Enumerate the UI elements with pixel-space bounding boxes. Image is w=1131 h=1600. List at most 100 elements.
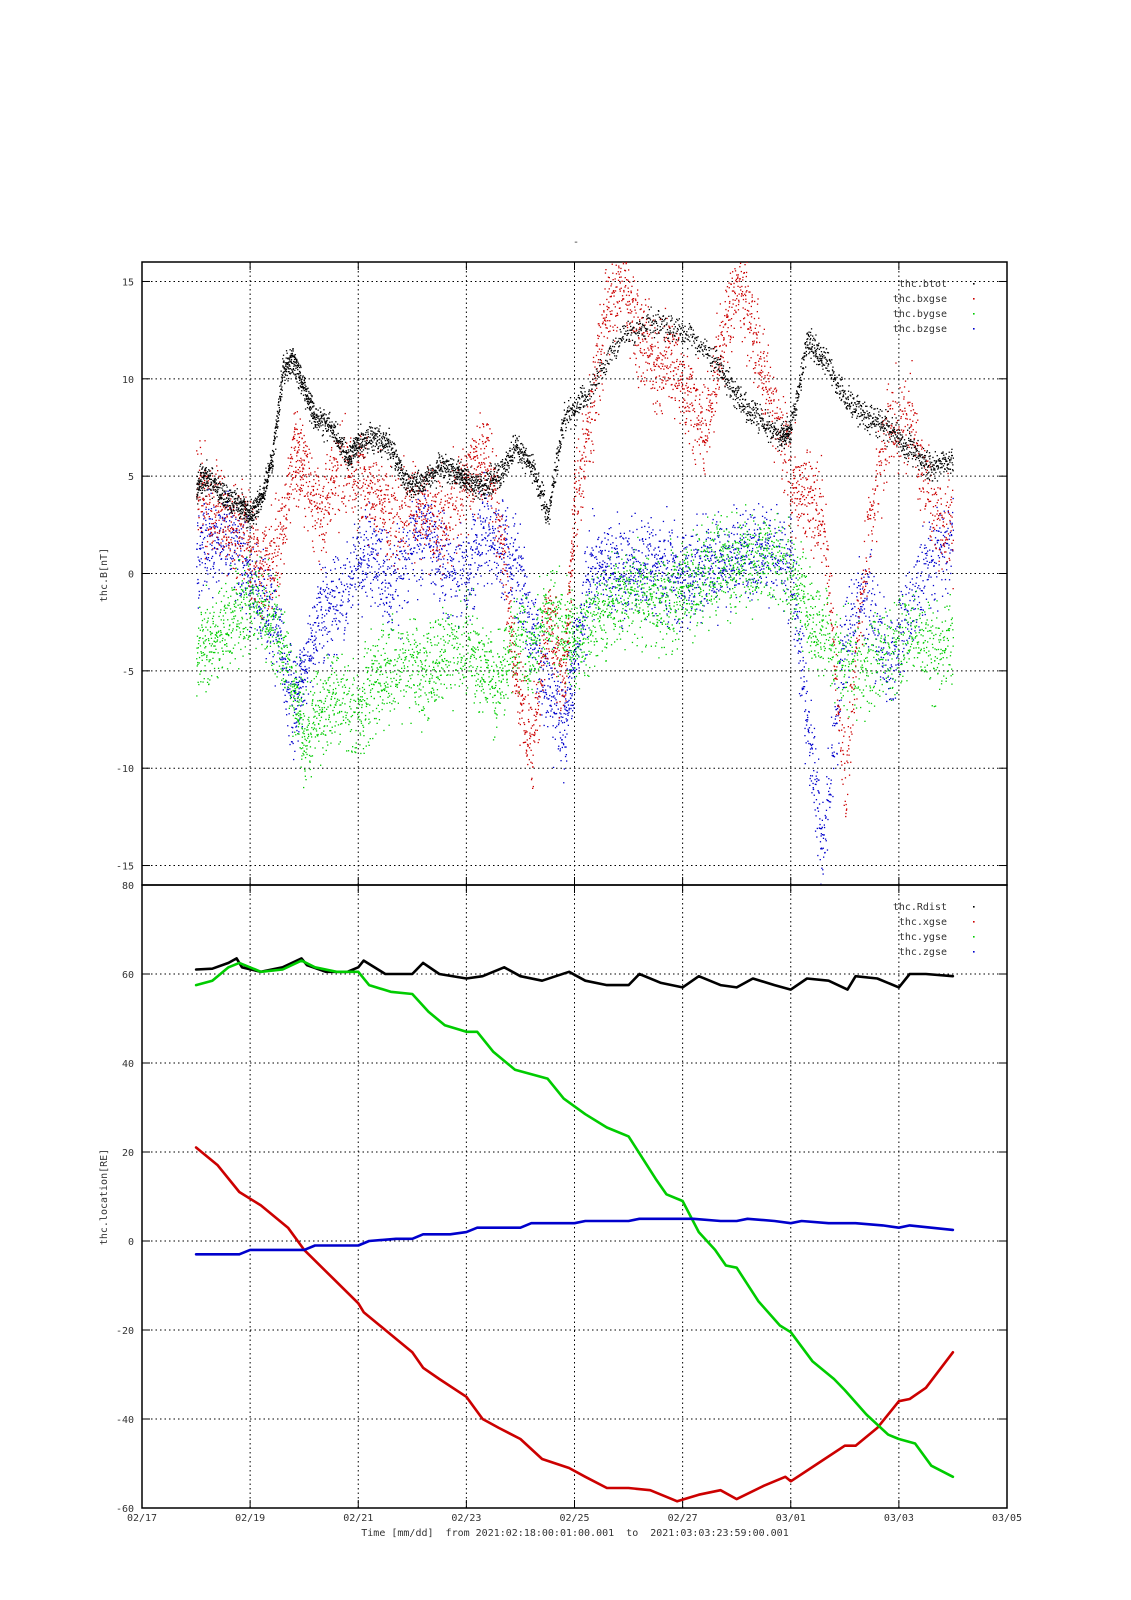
data-point bbox=[926, 560, 928, 562]
data-point bbox=[482, 517, 485, 520]
data-point bbox=[833, 722, 835, 724]
data-point bbox=[598, 567, 601, 570]
data-point bbox=[494, 528, 496, 530]
data-point bbox=[363, 555, 366, 557]
data-point bbox=[269, 569, 271, 571]
data-point bbox=[323, 645, 325, 647]
data-point bbox=[513, 558, 516, 560]
data-point bbox=[319, 699, 321, 702]
data-point bbox=[557, 671, 559, 673]
data-point bbox=[857, 616, 859, 618]
data-point bbox=[634, 594, 636, 596]
data-point bbox=[658, 602, 661, 604]
data-point bbox=[572, 704, 574, 706]
data-point bbox=[302, 704, 304, 706]
data-point bbox=[625, 580, 627, 583]
data-point bbox=[728, 534, 730, 536]
data-point bbox=[732, 526, 734, 528]
data-point bbox=[442, 592, 444, 594]
data-point bbox=[426, 536, 428, 538]
data-point bbox=[382, 565, 384, 567]
data-point bbox=[480, 575, 482, 577]
data-point bbox=[305, 739, 308, 742]
data-point bbox=[351, 750, 353, 752]
data-point bbox=[769, 536, 772, 538]
data-point bbox=[604, 561, 606, 564]
data-point bbox=[497, 564, 499, 566]
data-point bbox=[203, 618, 206, 620]
data-point bbox=[657, 554, 659, 556]
data-point bbox=[892, 698, 894, 700]
data-point bbox=[198, 662, 200, 664]
data-point bbox=[893, 669, 895, 672]
data-point bbox=[364, 692, 366, 694]
data-point bbox=[257, 610, 259, 612]
data-point bbox=[417, 503, 419, 505]
data-point bbox=[333, 653, 335, 656]
data-point bbox=[207, 617, 209, 619]
data-point bbox=[545, 692, 547, 694]
data-point bbox=[508, 551, 510, 553]
data-point bbox=[770, 556, 772, 558]
data-point bbox=[381, 593, 384, 595]
data-point bbox=[573, 707, 575, 709]
data-point bbox=[728, 568, 731, 570]
data-point bbox=[873, 632, 875, 634]
data-point bbox=[290, 644, 292, 646]
data-point bbox=[752, 547, 754, 550]
data-point bbox=[464, 600, 466, 602]
data-point bbox=[401, 553, 403, 555]
data-point bbox=[508, 591, 510, 594]
data-point bbox=[686, 614, 688, 617]
data-point bbox=[217, 677, 219, 679]
data-point bbox=[879, 615, 881, 617]
data-point bbox=[378, 587, 380, 589]
data-point bbox=[415, 527, 417, 529]
data-point bbox=[239, 631, 241, 633]
data-point bbox=[669, 581, 671, 583]
data-point bbox=[355, 569, 357, 572]
data-point bbox=[636, 583, 638, 585]
data-point bbox=[760, 548, 762, 550]
data-point bbox=[313, 652, 315, 654]
data-point bbox=[660, 621, 662, 623]
data-point bbox=[255, 605, 257, 607]
data-point bbox=[499, 552, 502, 555]
data-point bbox=[881, 622, 883, 624]
data-point bbox=[772, 544, 774, 546]
data-point bbox=[363, 585, 365, 587]
data-point bbox=[593, 515, 595, 517]
data-point bbox=[580, 649, 582, 651]
data-point bbox=[435, 543, 437, 545]
data-point bbox=[264, 623, 266, 625]
data-point bbox=[368, 544, 370, 546]
data-point bbox=[869, 556, 871, 558]
data-point bbox=[722, 578, 724, 580]
data-point bbox=[892, 652, 895, 654]
data-point bbox=[867, 592, 869, 594]
data-point bbox=[282, 637, 284, 639]
data-point bbox=[901, 594, 904, 596]
data-point bbox=[865, 643, 867, 645]
data-point bbox=[605, 569, 607, 571]
data-point bbox=[289, 705, 291, 707]
data-point bbox=[272, 651, 274, 653]
data-point bbox=[360, 558, 362, 560]
data-point bbox=[345, 613, 347, 615]
data-point bbox=[268, 614, 270, 616]
data-point bbox=[274, 574, 276, 577]
data-point bbox=[887, 669, 890, 671]
data-point bbox=[273, 608, 276, 610]
data-point bbox=[204, 665, 206, 667]
data-point bbox=[302, 713, 305, 715]
data-point bbox=[566, 701, 568, 704]
data-point bbox=[283, 621, 285, 624]
data-point bbox=[213, 645, 215, 647]
data-point bbox=[456, 537, 459, 539]
data-point bbox=[804, 763, 806, 765]
data-point bbox=[214, 626, 216, 628]
data-point bbox=[345, 588, 347, 591]
data-point bbox=[873, 593, 876, 596]
data-point bbox=[470, 548, 472, 550]
data-point bbox=[590, 567, 592, 569]
